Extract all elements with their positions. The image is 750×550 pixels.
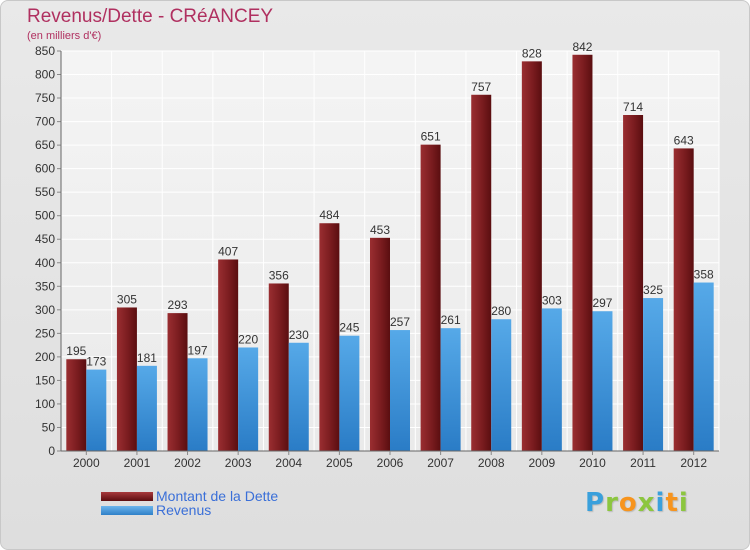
bar-dette — [623, 115, 644, 451]
x-tick-label: 2008 — [478, 456, 505, 470]
y-tick-label: 700 — [35, 115, 55, 129]
data-label-revenus: 181 — [137, 351, 157, 365]
data-label-dette: 305 — [117, 292, 137, 306]
y-tick-label: 850 — [35, 44, 55, 58]
data-label-dette: 453 — [370, 223, 390, 237]
y-tick-label: 350 — [35, 279, 55, 293]
bar-dette — [420, 144, 441, 451]
bar-revenus — [238, 347, 259, 451]
bar-dette — [116, 307, 137, 451]
bar-dette — [218, 259, 239, 451]
legend-swatch-dette — [101, 492, 153, 501]
bar-dette — [370, 237, 390, 451]
logo-letter: P — [585, 488, 606, 518]
data-label-dette: 356 — [269, 268, 289, 282]
x-tick-label: 2005 — [326, 456, 353, 470]
data-label-dette: 828 — [522, 46, 542, 60]
bar-revenus — [491, 319, 512, 451]
y-tick-label: 550 — [35, 185, 55, 199]
y-tick-label: 800 — [35, 68, 55, 82]
data-label-dette: 643 — [674, 133, 694, 147]
bar-revenus — [390, 330, 410, 451]
data-label-dette: 842 — [572, 40, 592, 54]
y-tick-label: 100 — [35, 397, 55, 411]
y-tick-label: 450 — [35, 232, 55, 246]
data-label-revenus: 280 — [491, 304, 511, 318]
x-tick-label: 2004 — [275, 456, 302, 470]
bar-dette — [673, 148, 694, 452]
bar-dette — [268, 283, 289, 451]
chart-subtitle: (en milliers d'€) — [27, 30, 102, 42]
data-label-revenus: 245 — [339, 321, 359, 335]
bar-revenus — [136, 365, 157, 451]
bar-revenus — [339, 335, 360, 451]
bar-revenus — [541, 308, 562, 451]
logo-letter: i — [678, 488, 689, 518]
bar-revenus — [86, 369, 107, 451]
y-tick-label: 0 — [48, 444, 55, 458]
legend-swatch-revenus — [101, 506, 153, 515]
bar-dette — [521, 61, 542, 452]
bar-dette — [319, 223, 340, 451]
logo-letter: r — [605, 488, 619, 518]
bar-revenus — [643, 298, 664, 451]
x-tick-label: 2007 — [427, 456, 454, 470]
x-tick-label: 2012 — [680, 456, 707, 470]
y-tick-label: 150 — [35, 373, 55, 387]
data-label-revenus: 197 — [188, 343, 208, 357]
data-label-dette: 714 — [623, 100, 643, 114]
data-label-dette: 651 — [421, 130, 441, 144]
y-tick-label: 600 — [35, 162, 55, 176]
data-label-revenus: 303 — [542, 293, 562, 307]
data-label-revenus: 173 — [86, 355, 106, 369]
x-tick-label: 2009 — [528, 456, 555, 470]
logo-letter: x — [637, 488, 656, 518]
y-tick-label: 50 — [42, 420, 56, 434]
bar-revenus — [440, 328, 461, 451]
y-tick-label: 750 — [35, 91, 55, 105]
data-label-revenus: 230 — [289, 328, 309, 342]
x-tick-label: 2006 — [377, 456, 404, 470]
data-label-revenus: 325 — [643, 283, 663, 297]
logo-letter: i — [655, 488, 666, 518]
y-tick-label: 250 — [35, 326, 55, 340]
x-tick-label: 2000 — [73, 456, 100, 470]
bar-revenus — [592, 311, 613, 451]
data-label-dette: 195 — [66, 344, 86, 358]
data-label-dette: 293 — [168, 298, 188, 312]
y-tick-label: 650 — [35, 138, 55, 152]
x-tick-label: 2010 — [579, 456, 606, 470]
y-tick-label: 200 — [35, 350, 55, 364]
bar-revenus — [693, 282, 714, 451]
logo-letter: o — [618, 488, 638, 518]
logo-letter: t — [665, 488, 679, 518]
data-label-revenus: 257 — [390, 315, 410, 329]
data-label-dette: 407 — [218, 244, 238, 258]
legend-label-revenus: Revenus — [156, 502, 212, 518]
y-tick-label: 300 — [35, 303, 55, 317]
data-label-revenus: 261 — [441, 313, 461, 327]
bar-dette — [471, 94, 492, 451]
data-label-revenus: 297 — [592, 296, 612, 310]
y-tick-label: 400 — [35, 256, 55, 270]
data-label-revenus: 358 — [694, 268, 714, 282]
y-tick-label: 500 — [35, 209, 55, 223]
data-label-revenus: 220 — [238, 332, 258, 346]
proxiti-logo: Proxiti — [585, 488, 689, 518]
bar-dette — [572, 54, 593, 451]
x-tick-label: 2001 — [124, 456, 151, 470]
bar-revenus — [288, 342, 309, 451]
chart-title: Revenus/Dette - CRéANCEY — [27, 6, 274, 27]
x-tick-label: 2003 — [225, 456, 252, 470]
data-label-dette: 484 — [319, 208, 339, 222]
x-tick-label: 2002 — [174, 456, 201, 470]
bar-dette — [167, 313, 188, 451]
bar-dette — [66, 359, 87, 451]
data-label-dette: 757 — [471, 80, 491, 94]
legend-label-dette: Montant de la Dette — [156, 488, 279, 504]
bar-revenus — [187, 358, 208, 451]
x-tick-label: 2011 — [630, 456, 656, 470]
